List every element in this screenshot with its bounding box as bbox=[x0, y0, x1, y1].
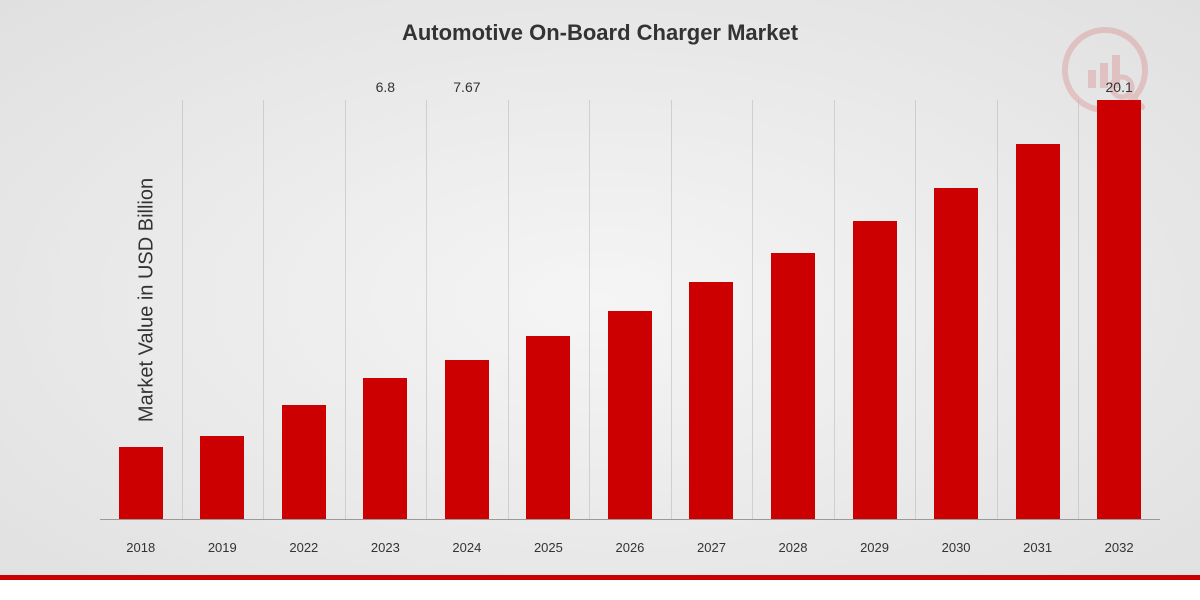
bar-group bbox=[182, 100, 264, 520]
gridline bbox=[752, 100, 753, 520]
bar bbox=[853, 221, 897, 520]
x-tick-label: 2029 bbox=[834, 540, 916, 555]
bar-group bbox=[915, 100, 997, 520]
gridline bbox=[1078, 100, 1079, 520]
bar-group bbox=[752, 100, 834, 520]
bar-group bbox=[834, 100, 916, 520]
x-tick-label: 2018 bbox=[100, 540, 182, 555]
bar bbox=[1097, 100, 1141, 520]
gridline bbox=[834, 100, 835, 520]
plot-area: 6.87.67 20.1 bbox=[100, 100, 1160, 520]
gridline bbox=[671, 100, 672, 520]
x-tick-label: 2030 bbox=[915, 540, 997, 555]
x-axis-line bbox=[100, 519, 1160, 520]
data-label: 7.67 bbox=[453, 79, 480, 95]
x-tick-label: 2031 bbox=[997, 540, 1079, 555]
bar bbox=[608, 311, 652, 520]
x-tick-label: 2022 bbox=[263, 540, 345, 555]
bar bbox=[445, 360, 489, 520]
gridline bbox=[997, 100, 998, 520]
bar-group: 20.1 bbox=[1078, 100, 1160, 520]
bar bbox=[526, 336, 570, 520]
x-axis-labels: 2018201920222023202420252026202720282029… bbox=[100, 540, 1160, 555]
bar bbox=[1016, 144, 1060, 520]
chart-container: Automotive On-Board Charger Market Marke… bbox=[0, 0, 1200, 600]
gridline bbox=[426, 100, 427, 520]
bar-group bbox=[671, 100, 753, 520]
bar bbox=[689, 282, 733, 520]
bars-group: 6.87.67 20.1 bbox=[100, 100, 1160, 520]
gridline bbox=[345, 100, 346, 520]
bar-group bbox=[589, 100, 671, 520]
gridline bbox=[915, 100, 916, 520]
data-label: 6.8 bbox=[376, 79, 395, 95]
bar-group: 6.8 bbox=[345, 100, 427, 520]
bar bbox=[934, 188, 978, 520]
bar-group bbox=[997, 100, 1079, 520]
bar bbox=[282, 405, 326, 520]
x-tick-label: 2025 bbox=[508, 540, 590, 555]
bar bbox=[771, 253, 815, 520]
gridline bbox=[182, 100, 183, 520]
bar bbox=[363, 378, 407, 520]
x-tick-label: 2024 bbox=[426, 540, 508, 555]
chart-title: Automotive On-Board Charger Market bbox=[402, 20, 798, 46]
gridline bbox=[589, 100, 590, 520]
gridline bbox=[508, 100, 509, 520]
x-tick-label: 2027 bbox=[671, 540, 753, 555]
bar-group bbox=[508, 100, 590, 520]
bar-group bbox=[263, 100, 345, 520]
x-tick-label: 2019 bbox=[182, 540, 264, 555]
bar-group: 7.67 bbox=[426, 100, 508, 520]
x-tick-label: 2032 bbox=[1078, 540, 1160, 555]
bar-group bbox=[100, 100, 182, 520]
bar bbox=[119, 447, 163, 520]
x-tick-label: 2026 bbox=[589, 540, 671, 555]
bar bbox=[200, 436, 244, 520]
data-label: 20.1 bbox=[1106, 79, 1133, 95]
x-tick-label: 2028 bbox=[752, 540, 834, 555]
x-tick-label: 2023 bbox=[345, 540, 427, 555]
gridline bbox=[263, 100, 264, 520]
footer-white bbox=[0, 580, 1200, 600]
